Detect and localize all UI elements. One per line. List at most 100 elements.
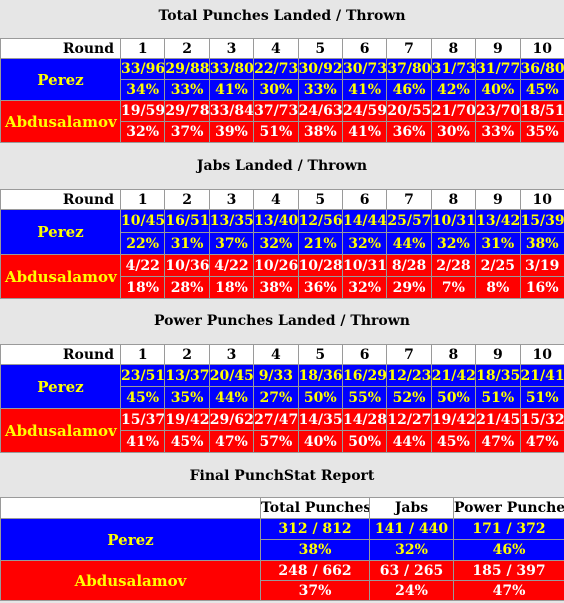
round-number: 8 [430,38,477,59]
abdusalamov-pct-row: 41% 45% 47% 57% 40% 50% 44% 45% 47% 47% [1,430,564,453]
pct-cell: 42% [430,79,477,101]
landed-cell: 25/57 [386,209,432,233]
landed-cell: 13/35 [208,209,255,233]
final-pct-cell: 32% [369,539,454,561]
section-title: Power Punches Landed / Thrown [154,313,410,329]
final-pct-cell: 38% [260,539,370,561]
pct-cell: 38% [297,121,343,143]
landed-cell: 2/28 [430,254,477,277]
landed-cell: 24/63 [297,100,343,122]
perez-landed-row: Perez 33/96 29/88 33/80 22/73 30/92 30/7… [0,58,564,101]
landed-cell: 21/45 [475,408,521,431]
landed-cell: 15/39 [519,209,564,233]
pct-cell: 41% [341,79,388,101]
pct-cell: 46% [386,79,432,101]
landed-cell: 30/92 [297,58,343,80]
landed-cell: 12/56 [297,209,343,233]
landed-cell: 14/44 [341,209,388,233]
landed-cell: 10/31 [341,254,388,277]
pct-cell: 7% [430,276,477,299]
perez-pct-row: 34% 33% 41% 30% 33% 41% 46% 42% 40% 45% [1,79,564,101]
final-value-cell: 63 / 265 [369,560,454,581]
pct-cell: 47% [519,430,564,453]
pct-cell: 32% [253,232,299,255]
landed-cell: 15/37 [119,408,166,431]
landed-cell: 22/73 [253,58,299,80]
pct-cell: 51% [475,386,521,409]
pct-cell: 50% [297,386,343,409]
round-number: 9 [475,344,521,365]
landed-cell: 14/28 [341,408,388,431]
landed-cell: 19/59 [119,100,166,122]
final-pct-cell: 47% [453,580,564,601]
pct-cell: 21% [297,232,343,255]
final-report-title: Final PunchStat Report [189,468,375,484]
landed-cell: 18/35 [475,364,521,387]
fighter-name-perez: Perez [0,58,121,101]
final-pct-cell: 46% [453,539,564,561]
pct-cell: 36% [386,121,432,143]
pct-cell: 31% [475,232,521,255]
round-number: 4 [253,38,299,59]
landed-cell: 13/37 [164,364,210,387]
pct-cell: 32% [430,232,477,255]
perez-landed-row: Perez 10/45 16/51 13/35 13/40 12/56 14/4… [0,209,564,255]
pct-cell: 35% [519,121,564,143]
pct-cell: 37% [208,232,255,255]
landed-cell: 16/29 [341,364,388,387]
fighter-name-abdusalamov: Abdusalamov [0,560,261,601]
pct-cell: 30% [430,121,477,143]
fighter-name-abdusalamov: Abdusalamov [0,408,121,453]
pct-cell: 55% [341,386,388,409]
pct-cell: 8% [475,276,521,299]
pct-cell: 41% [341,121,388,143]
round-number: 7 [386,38,432,59]
landed-cell: 18/51 [519,100,564,122]
final-abdusalamov-values-row: Abdusalamov 248 / 662 63 / 265 185 / 397 [0,560,564,601]
round-number: 10 [519,344,564,365]
round-number: 10 [519,38,564,59]
empty-header-cell [0,497,261,519]
landed-cell: 36/80 [519,58,564,80]
pct-cell: 50% [430,386,477,409]
abdusalamov-pct-row: 32% 37% 39% 51% 38% 41% 36% 30% 33% 35% [1,121,564,143]
pct-cell: 51% [519,386,564,409]
landed-cell: 12/23 [386,364,432,387]
final-value-cell: 171 / 372 [453,518,564,540]
landed-cell: 33/84 [208,100,255,122]
landed-cell: 13/42 [475,209,521,233]
round-number: 8 [430,344,477,365]
section-title: Total Punches Landed / Thrown [158,8,406,24]
pct-cell: 38% [519,232,564,255]
landed-cell: 10/31 [430,209,477,233]
landed-cell: 20/55 [386,100,432,122]
perez-landed-row: Perez 23/51 13/37 20/45 9/33 18/36 16/29… [0,364,564,409]
pct-cell: 44% [386,232,432,255]
landed-cell: 23/70 [475,100,521,122]
pct-cell: 32% [341,232,388,255]
round-number: 3 [208,38,255,59]
pct-cell: 18% [208,276,255,299]
pct-cell: 28% [164,276,210,299]
round-number: 7 [386,344,432,365]
landed-cell: 4/22 [208,254,255,277]
pct-cell: 33% [164,79,210,101]
landed-cell: 21/70 [430,100,477,122]
round-number: 1 [119,344,166,365]
landed-cell: 37/80 [386,58,432,80]
landed-cell: 19/42 [164,408,210,431]
round-number: 5 [297,189,343,210]
round-label: Round [0,189,121,210]
final-header-row: Total Punches Jabs Power Punches [0,497,564,519]
fighter-name-perez: Perez [0,209,121,255]
round-header-row: Round 1 2 3 4 5 6 7 8 9 10 [0,189,564,210]
round-number: 9 [475,189,521,210]
landed-cell: 9/33 [253,364,299,387]
landed-cell: 21/41 [519,364,564,387]
jabs-table: Round 1 2 3 4 5 6 7 8 9 10 Perez 10/45 1… [0,189,564,299]
round-number: 5 [297,38,343,59]
pct-cell: 22% [119,232,166,255]
round-number: 6 [341,344,388,365]
round-number: 3 [208,189,255,210]
round-number: 7 [386,189,432,210]
